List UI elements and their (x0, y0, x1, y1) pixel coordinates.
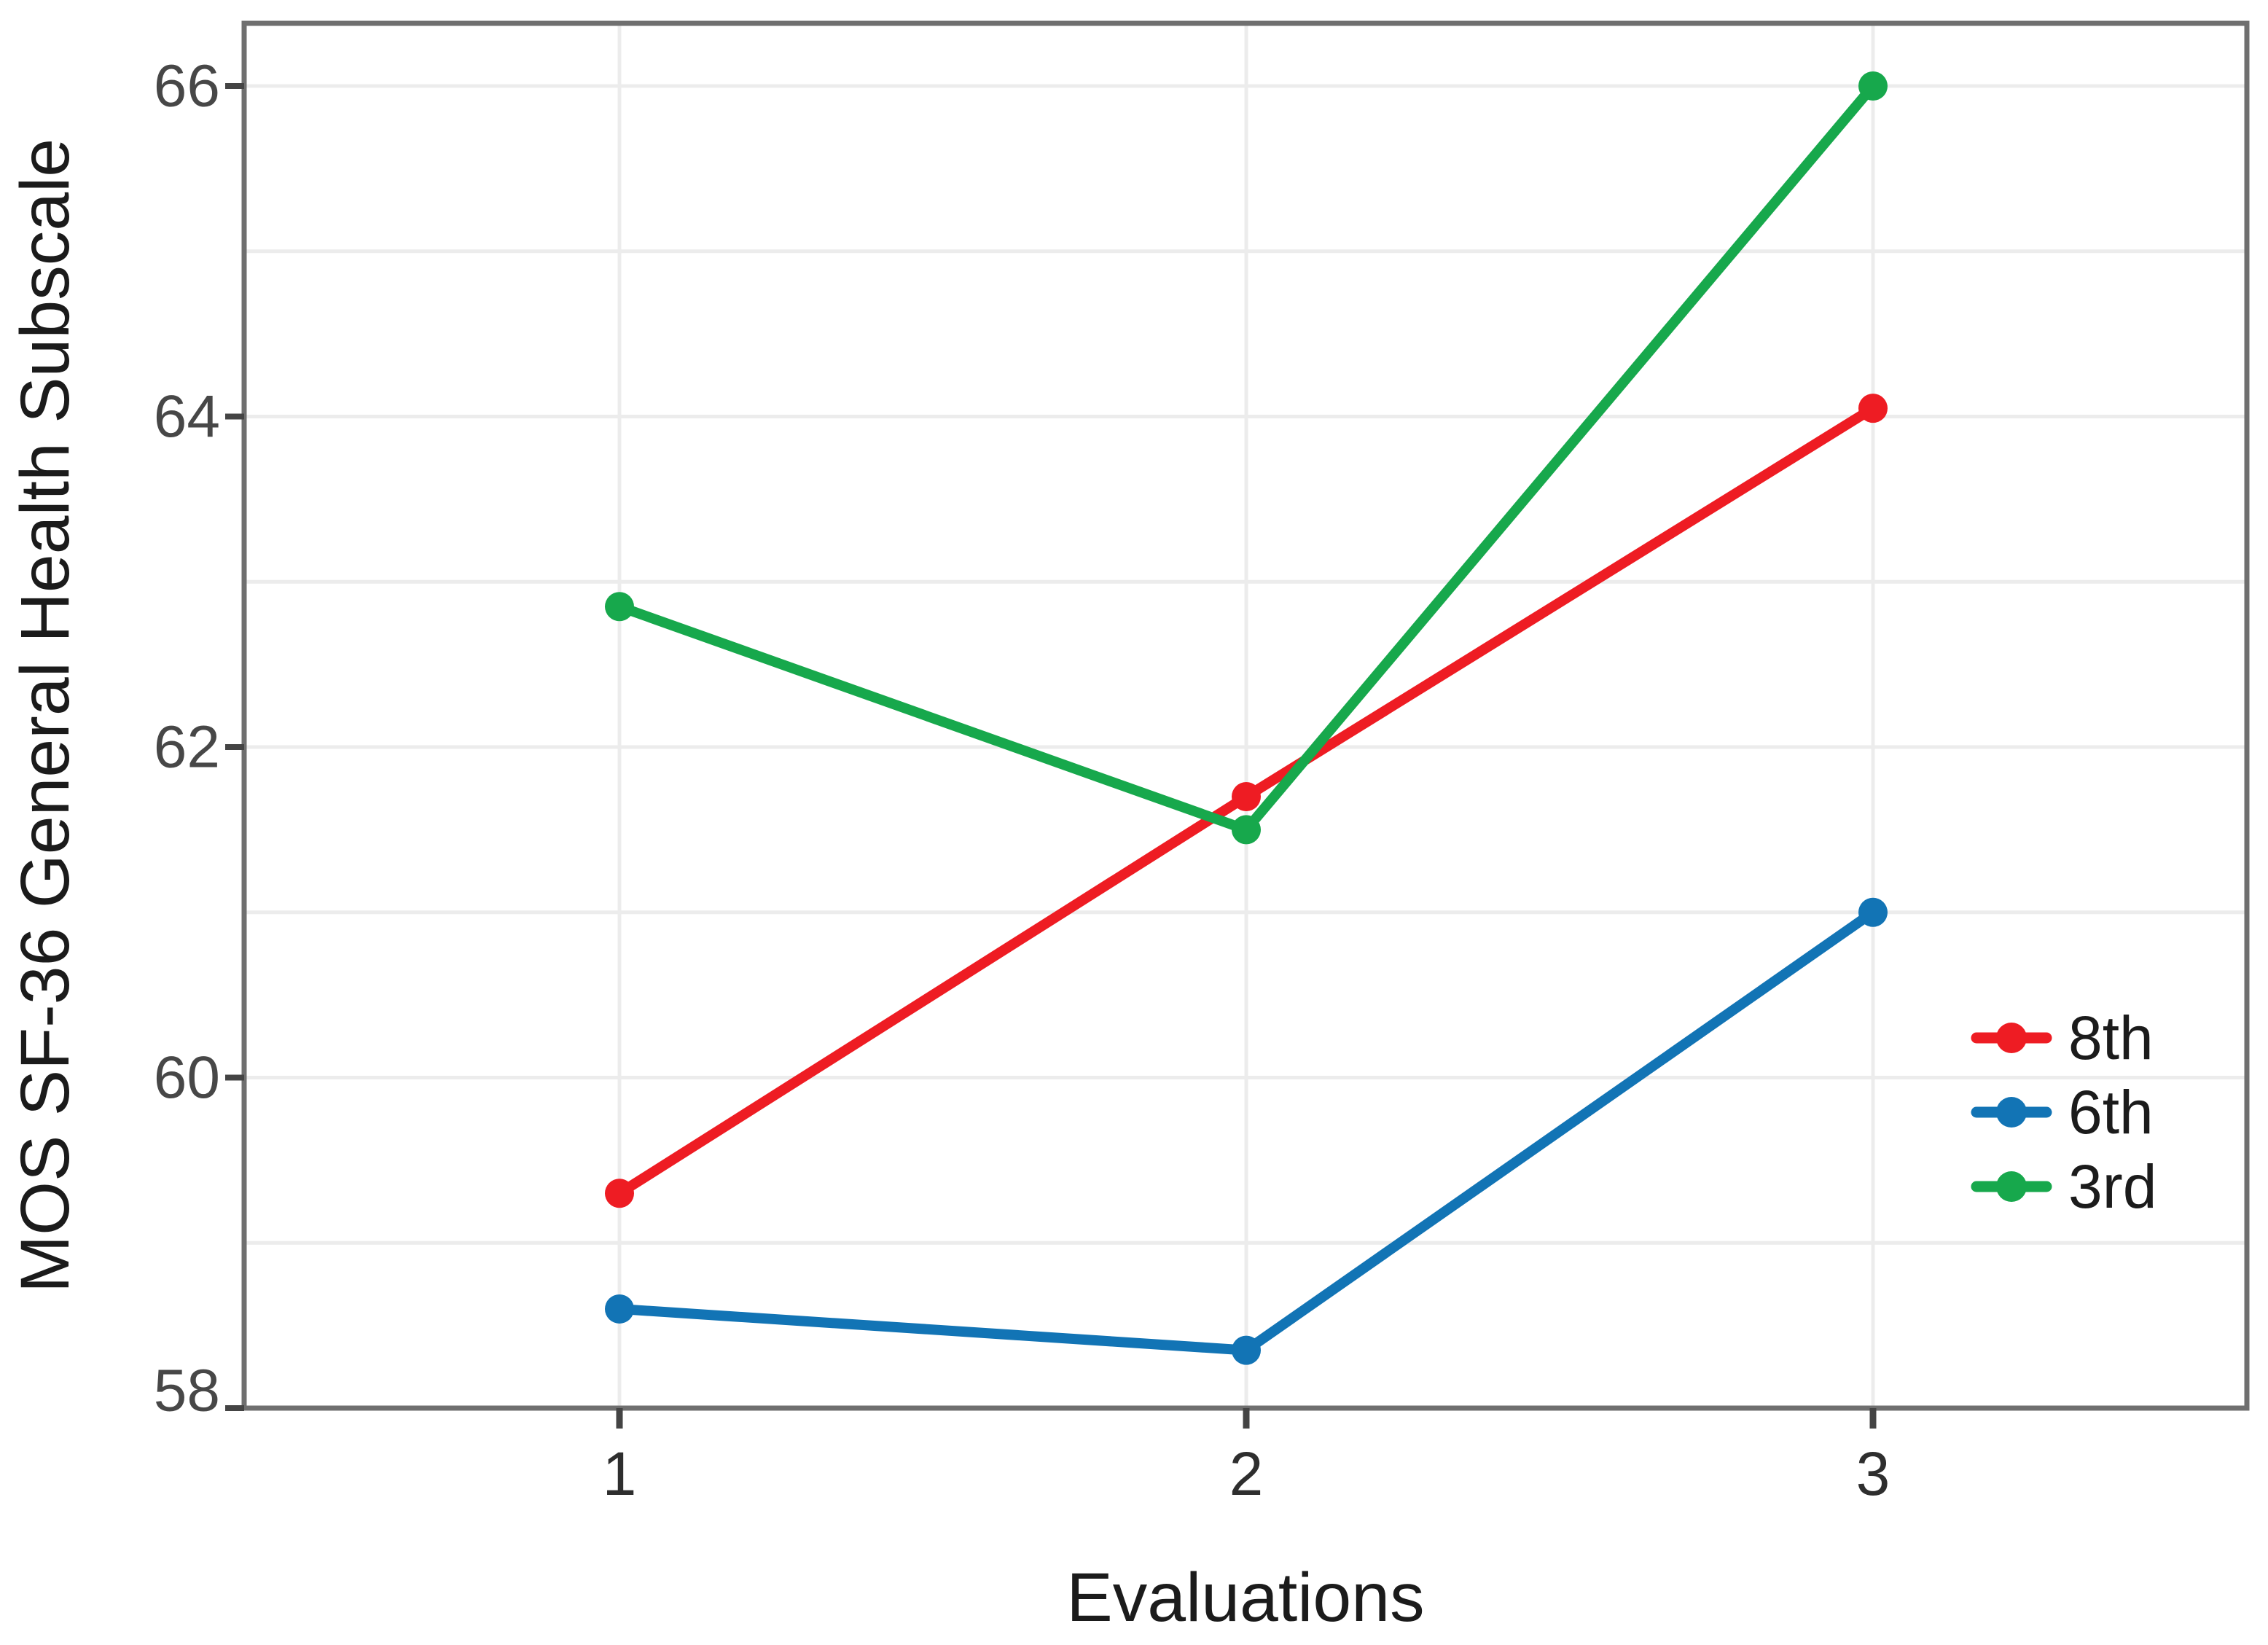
data-point-3rd-2 (1232, 815, 1261, 845)
legend-marker-dot-6th (1996, 1097, 2027, 1128)
data-point-8th-3 (1858, 394, 1888, 423)
data-point-6th-3 (1858, 897, 1888, 927)
y-tick-labels: 66 64 62 60 58 (154, 53, 220, 1424)
data-point-3rd-3 (1858, 71, 1888, 101)
y-tick-label-58: 58 (154, 1358, 220, 1424)
legend-label-3rd: 3rd (2068, 1152, 2156, 1221)
x-tick-label-1: 1 (603, 1439, 637, 1508)
data-point-6th-2 (1232, 1335, 1261, 1365)
legend-marker-dot-8th (1996, 1023, 2027, 1053)
data-point-8th-2 (1232, 782, 1261, 812)
y-tick-label-60: 60 (154, 1044, 220, 1111)
axis-ticks (225, 83, 1877, 1429)
y-tick-label-66: 66 (154, 53, 220, 120)
legend-label-8th: 8th (2068, 1004, 2154, 1072)
y-tick-label-64: 64 (154, 383, 220, 450)
legend-marker-dot-3rd (1996, 1171, 2027, 1202)
data-point-8th-1 (605, 1179, 634, 1208)
legend-item-8th: 8th (1971, 1004, 2154, 1072)
legend-label-6th: 6th (2068, 1078, 2154, 1146)
series-lines (605, 71, 1888, 1365)
x-tick-label-2: 2 (1229, 1439, 1264, 1508)
y-axis-title: MOS SF-36 General Health Subscale (7, 138, 84, 1293)
legend-item-3rd: 3rd (1971, 1152, 2156, 1221)
legend-item-6th: 6th (1971, 1078, 2154, 1146)
x-tick-labels: 1 2 3 (603, 1439, 1890, 1508)
y-tick-label-62: 62 (154, 714, 220, 781)
x-axis-title: Evaluations (1066, 1559, 1424, 1636)
data-point-3rd-1 (605, 592, 634, 622)
x-tick-label-3: 3 (1856, 1439, 1890, 1508)
data-point-6th-1 (605, 1294, 634, 1324)
gridlines (244, 23, 2247, 1410)
